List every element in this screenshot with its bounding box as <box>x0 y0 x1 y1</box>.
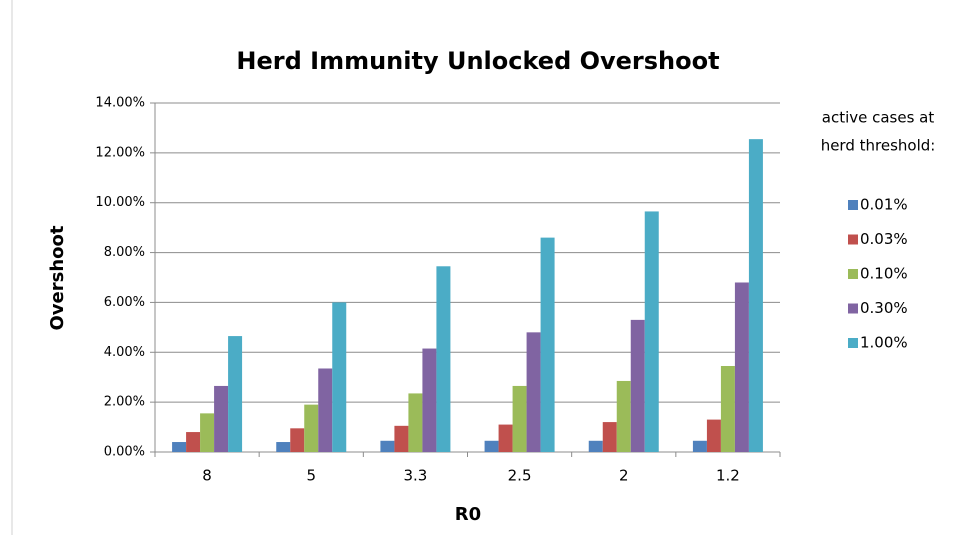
bar <box>380 440 395 452</box>
bar <box>720 365 735 452</box>
y-tick-label: 8.00% <box>104 245 145 260</box>
bar <box>540 237 555 452</box>
legend-label: 0.10% <box>860 265 908 283</box>
legend-swatch <box>848 303 858 314</box>
legend-swatch <box>848 269 858 279</box>
y-tick-label: 6.00% <box>104 295 145 310</box>
bar <box>436 266 451 452</box>
bar <box>616 380 631 452</box>
bar <box>290 428 305 452</box>
bar <box>644 211 659 452</box>
legend-label: 0.03% <box>860 230 908 248</box>
bar <box>304 404 319 452</box>
bar <box>228 336 243 452</box>
legend-swatch <box>848 338 858 348</box>
bar <box>172 442 187 452</box>
bar <box>630 319 645 452</box>
bar <box>748 139 763 452</box>
bar <box>318 368 333 452</box>
bar <box>734 282 749 452</box>
legend-swatch <box>848 234 858 245</box>
legend-label: 0.30% <box>860 299 908 317</box>
bar <box>588 440 603 452</box>
bar <box>692 440 707 452</box>
x-tick-label: 3.3 <box>403 467 427 485</box>
legend-label: 0.01% <box>860 196 908 214</box>
bar <box>498 424 513 452</box>
x-tick-label: 8 <box>202 467 212 485</box>
bar <box>422 348 437 452</box>
bar <box>214 385 229 452</box>
bar <box>394 425 409 452</box>
bar <box>602 422 617 452</box>
y-tick-label: 14.00% <box>95 96 145 111</box>
bar <box>276 442 291 452</box>
y-tick-label: 10.00% <box>95 195 145 210</box>
x-tick-label: 2 <box>619 467 629 485</box>
bar <box>408 393 423 452</box>
bar <box>526 332 541 452</box>
legend-title: active cases at <box>822 109 935 127</box>
y-axis-title: Overshoot <box>47 225 68 330</box>
chart-title: Herd Immunity Unlocked Overshoot <box>236 47 719 75</box>
y-tick-label: 12.00% <box>95 145 145 160</box>
bar <box>200 413 215 452</box>
bar <box>484 440 499 452</box>
x-tick-label: 1.2 <box>716 467 740 485</box>
legend-title: herd threshold: <box>821 137 936 155</box>
x-tick-label: 2.5 <box>508 467 532 485</box>
bar <box>186 432 201 452</box>
legend-label: 1.00% <box>860 334 908 352</box>
x-axis-title: R0 <box>455 504 481 525</box>
x-tick-label: 5 <box>306 467 316 485</box>
bar <box>706 419 721 452</box>
bar <box>332 302 347 452</box>
legend-swatch <box>848 200 858 210</box>
bar <box>512 385 527 452</box>
y-tick-label: 2.00% <box>104 395 145 410</box>
y-tick-label: 0.00% <box>104 445 145 460</box>
y-tick-label: 4.00% <box>104 345 145 360</box>
